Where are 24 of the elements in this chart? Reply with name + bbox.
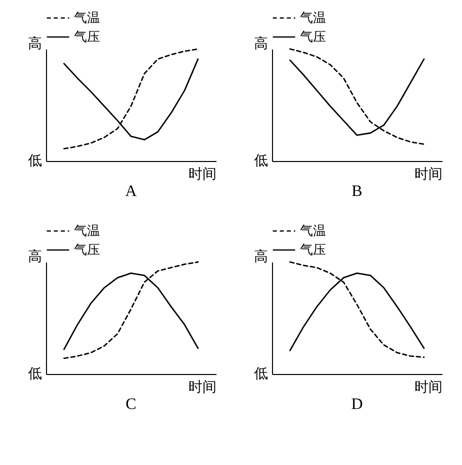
x-axis-title: 时间 [414,166,442,182]
legend-label: 气压 [300,243,326,258]
x-axis-title: 时间 [188,380,216,396]
x-axis-title: 时间 [188,166,216,182]
legend-label: 气压 [74,30,100,45]
legend-label: 气压 [300,30,326,45]
text: 高 [254,249,268,265]
legend-label: 气温 [74,11,100,26]
text: B [352,183,362,200]
text: 高 [28,249,42,265]
text: 低 [254,153,268,169]
text: 高 [254,36,268,52]
legend-label: 气温 [300,224,326,239]
text: C [126,396,136,413]
legend-label: 气温 [74,224,100,239]
legend-label: 气压 [74,243,100,258]
legend-label: 气温 [300,11,326,26]
text: 低 [28,153,42,169]
text: A [125,183,138,200]
text: D [351,396,363,413]
x-axis-title: 时间 [414,380,442,396]
text: 低 [254,366,268,382]
text: 低 [28,366,42,382]
text: 高 [28,36,42,52]
